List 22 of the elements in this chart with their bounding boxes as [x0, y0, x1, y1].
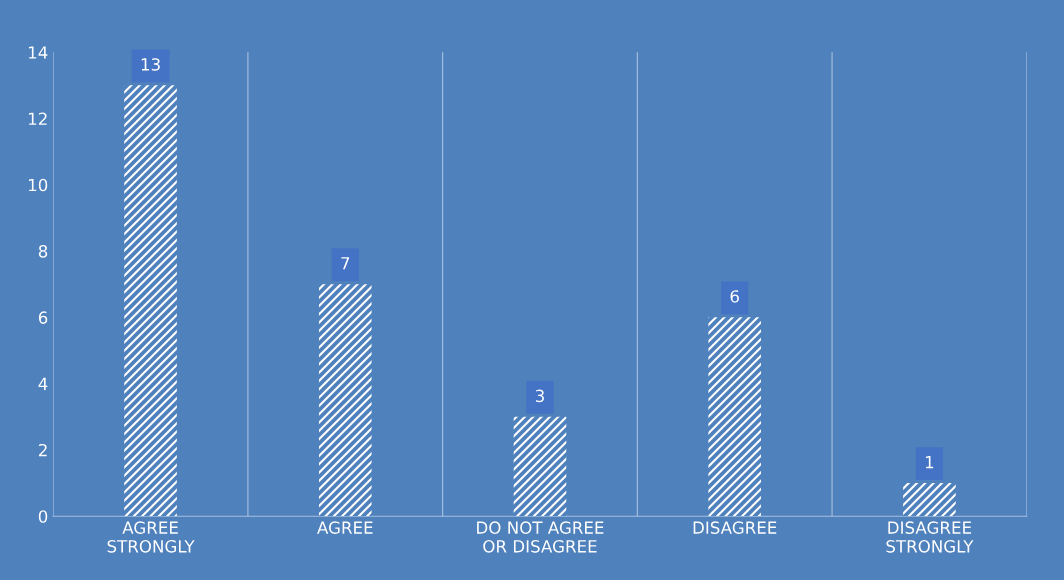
data-label: 3 [535, 389, 544, 403]
x-tick-label: AGREE STRONGLY [107, 521, 195, 553]
data-label: 1 [925, 456, 934, 469]
y-tick-label: 6 [38, 311, 48, 324]
data-label: 7 [341, 257, 350, 270]
bar [124, 85, 177, 517]
y-tick-label: 0 [38, 510, 48, 523]
bar [708, 317, 761, 517]
y-tick-label: 2 [38, 443, 47, 457]
y-tick-label: 12 [28, 112, 47, 125]
x-tick-label: DISAGREE [693, 521, 777, 534]
x-tick-label: AGREE [317, 521, 373, 534]
x-tick-label: DO NOT AGREE OR DISAGREE [477, 521, 604, 553]
data-label: 6 [730, 290, 739, 303]
y-tick-label: 14 [28, 46, 48, 59]
bar [318, 284, 372, 517]
y-tick-label: 10 [28, 178, 48, 192]
y-tick-label: 4 [38, 377, 48, 390]
data-label: 13 [141, 58, 160, 71]
bar [903, 483, 956, 517]
y-tick-label: 8 [38, 245, 48, 258]
x-tick-label: DISAGREE STRONGLY [886, 521, 974, 553]
